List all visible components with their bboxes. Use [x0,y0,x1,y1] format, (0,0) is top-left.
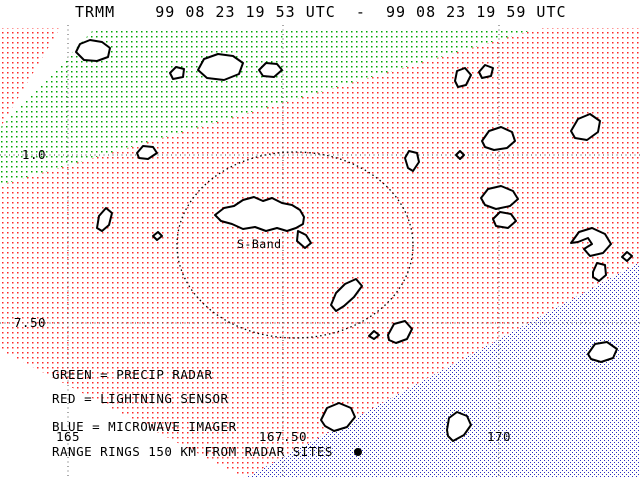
lon-tick-label-165: 165 [56,429,80,444]
island-outline [592,262,607,282]
legend-lightning-sensor: RED = LIGHTNING SENSOR [52,391,229,406]
island-outline [368,330,380,340]
island-outline [570,227,612,257]
island-outline [455,150,465,160]
island-outline [330,278,363,312]
swath-lightning-sensor-nw-edge [0,28,60,128]
lat-tick-label-upper: 1.0 [22,147,46,162]
graticule [0,25,640,478]
island-outline [96,207,113,232]
lat-tick-label-lower: 7.50 [14,315,46,330]
islands [75,39,633,442]
island-outline [169,66,185,80]
swath-lightning-sensor [0,28,640,478]
island-outline [587,341,618,363]
island-outline [296,230,312,249]
island-outline-radar-island [214,196,305,232]
island-outline [152,231,163,241]
island-outline [481,126,516,151]
legend-range-rings: RANGE RINGS 150 KM FROM RADAR SITES [52,444,333,459]
island-outline [478,64,494,79]
island-outline [258,62,283,78]
radar-site-marker-icon [354,448,362,456]
island-outline [136,145,158,160]
range-ring [176,151,414,339]
island-outline [320,402,356,432]
island-outline [454,67,472,88]
lon-tick-label-167-50: 167.50 [259,429,307,444]
island-outline [446,411,472,442]
island-outline [480,185,519,210]
island-outline [621,251,633,262]
island-outline [387,320,413,344]
legend-precip-radar: GREEN = PRECIP RADAR [52,367,213,382]
radar-site-label: S-Band [237,237,282,251]
island-outline [404,150,420,172]
island-outline [492,211,517,229]
island-outline [570,113,601,141]
island-outline [197,53,244,81]
island-outline [75,39,111,62]
lon-tick-label-170: 170 [487,429,511,444]
legend-microwave-imager: BLUE = MICROWAVE IMAGER [52,419,237,434]
page-title: TRMM 99 08 23 19 53 UTC - 99 08 23 19 59… [75,3,567,21]
